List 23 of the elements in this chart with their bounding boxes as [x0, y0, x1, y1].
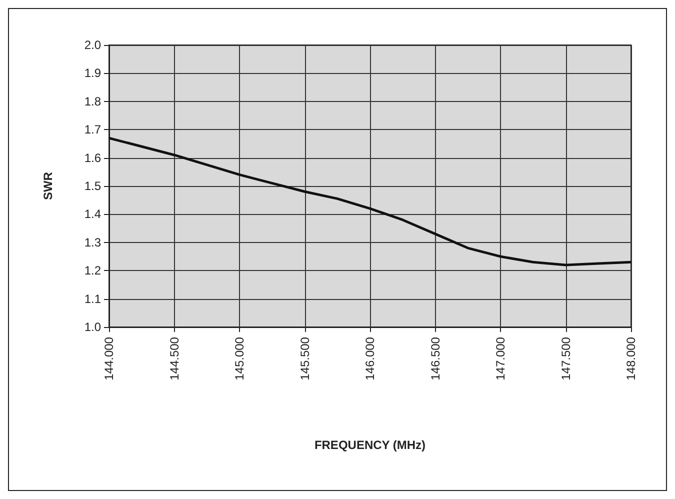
- x-tick-label: 148.000: [624, 336, 638, 380]
- x-tick-label: 145.000: [232, 336, 246, 380]
- y-tick-label: 1.2: [84, 264, 102, 278]
- y-tick-label: 1.3: [84, 235, 102, 250]
- x-tick-label: 147.000: [494, 336, 508, 380]
- x-tick-label: 146.500: [428, 336, 442, 380]
- y-tick-label: 1.5: [84, 179, 102, 193]
- y-tick-label: 1.8: [84, 94, 102, 108]
- x-axis-title: FREQUENCY (MHz): [314, 438, 426, 452]
- y-tick-label: 1.0: [84, 320, 102, 334]
- y-tick-label: 1.1: [84, 292, 102, 306]
- x-tick-label: 145.500: [298, 336, 312, 380]
- line-series: [108, 136, 632, 266]
- x-tick-label: 144.500: [167, 336, 182, 380]
- y-tick-label: 2.0: [84, 38, 102, 52]
- y-tick-label: 1.6: [84, 150, 102, 165]
- y-tick-label: 1.9: [84, 66, 102, 80]
- y-axis-title: SWR: [41, 172, 55, 200]
- x-tick-label: 144.000: [102, 336, 116, 380]
- y-tick-label: 1.7: [84, 122, 102, 137]
- y-tick-label: 1.4: [84, 207, 102, 222]
- x-tick-label: 147.500: [558, 336, 573, 380]
- x-tick-label: 146.000: [363, 336, 377, 380]
